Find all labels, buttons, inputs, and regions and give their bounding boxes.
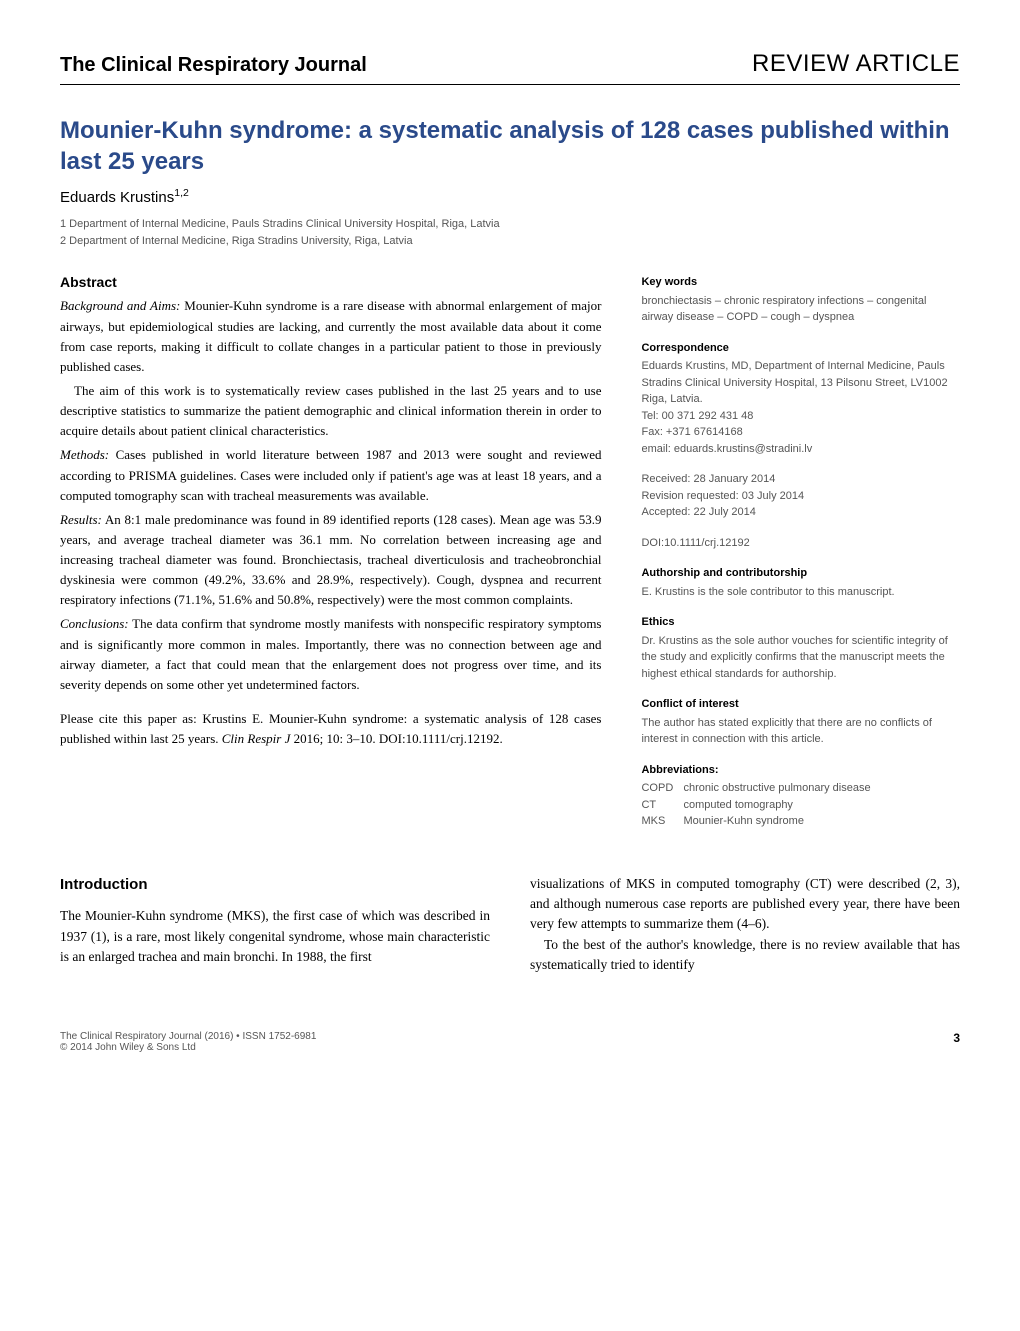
- introduction-heading: Introduction: [60, 874, 490, 897]
- header-bar: The Clinical Respiratory Journal REVIEW …: [60, 50, 960, 85]
- abbrev-value: computed tomography: [683, 797, 792, 814]
- article-title: Mounier-Kuhn syndrome: a systematic anal…: [60, 115, 960, 177]
- introduction-row: Introduction The Mounier-Kuhn syndrome (…: [60, 874, 960, 975]
- doi-block: DOI:10.1111/crj.12192: [641, 535, 960, 552]
- correspondence-tel: Tel: 00 371 292 431 48: [641, 408, 960, 425]
- abstract-column: Abstract Background and Aims: Mounier-Ku…: [60, 274, 601, 844]
- abstract-heading: Abstract: [60, 274, 601, 290]
- background-label: Background and Aims:: [60, 298, 180, 313]
- sidebar: Key words bronchiectasis – chronic respi…: [641, 274, 960, 844]
- abbrev-value: Mounier-Kuhn syndrome: [683, 813, 803, 830]
- page-footer: The Clinical Respiratory Journal (2016) …: [60, 1031, 960, 1053]
- abbrev-key: CT: [641, 797, 675, 814]
- footer-copyright: © 2014 John Wiley & Sons Ltd: [60, 1042, 316, 1053]
- abstract-conclusions: Conclusions: The data confirm that syndr…: [60, 614, 601, 695]
- correspondence-text: Eduards Krustins, MD, Department of Inte…: [641, 358, 960, 408]
- abstract-results: Results: An 8:1 male predominance was fo…: [60, 510, 601, 611]
- correspondence-fax: Fax: +371 67614168: [641, 424, 960, 441]
- abbrev-value: chronic obstructive pulmonary disease: [683, 780, 870, 797]
- intro-right-column: visualizations of MKS in computed tomogr…: [530, 874, 960, 975]
- authorship-text: E. Krustins is the sole contributor to t…: [641, 584, 960, 601]
- coi-text: The author has stated explicitly that th…: [641, 715, 960, 748]
- page-number: 3: [953, 1031, 960, 1053]
- ethics-heading: Ethics: [641, 614, 960, 631]
- intro-left-column: Introduction The Mounier-Kuhn syndrome (…: [60, 874, 490, 975]
- coi-heading: Conflict of interest: [641, 696, 960, 713]
- authorship-heading: Authorship and contributorship: [641, 565, 960, 582]
- intro-right-paragraph-2: To the best of the author's knowledge, t…: [530, 935, 960, 976]
- accepted-date: Accepted: 22 July 2014: [641, 504, 960, 521]
- abstract-sidebar-row: Abstract Background and Aims: Mounier-Ku…: [60, 274, 960, 844]
- abbrev-row-mks: MKS Mounier-Kuhn syndrome: [641, 813, 960, 830]
- intro-right-paragraph-1: visualizations of MKS in computed tomogr…: [530, 874, 960, 935]
- correspondence-email: email: eduards.krustins@stradini.lv: [641, 441, 960, 458]
- conclusions-text: The data confirm that syndrome mostly ma…: [60, 616, 602, 691]
- citation-text: Please cite this paper as: Krustins E. M…: [60, 709, 601, 749]
- revision-date: Revision requested: 03 July 2014: [641, 488, 960, 505]
- citation-journal: Clin Respir J: [222, 731, 291, 746]
- abbreviations-block: Abbreviations: COPD chronic obstructive p…: [641, 762, 960, 830]
- author-superscript: 1,2: [174, 187, 189, 199]
- abbrev-key: MKS: [641, 813, 675, 830]
- doi-text: DOI:10.1111/crj.12192: [641, 535, 960, 552]
- methods-label: Methods:: [60, 447, 109, 462]
- affiliation-1: 1 Department of Internal Medicine, Pauls…: [60, 216, 960, 233]
- keywords-text: bronchiectasis – chronic respiratory inf…: [641, 293, 960, 326]
- abbrev-row-ct: CT computed tomography: [641, 797, 960, 814]
- abstract-body: Background and Aims: Mounier-Kuhn syndro…: [60, 296, 601, 695]
- results-label: Results:: [60, 512, 102, 527]
- authors: Eduards Krustins1,2: [60, 187, 960, 206]
- coi-block: Conflict of interest The author has stat…: [641, 696, 960, 748]
- abbrev-key: COPD: [641, 780, 675, 797]
- dates-block: Received: 28 January 2014 Revision reque…: [641, 471, 960, 521]
- received-date: Received: 28 January 2014: [641, 471, 960, 488]
- ethics-text: Dr. Krustins as the sole author vouches …: [641, 633, 960, 683]
- article-type: REVIEW ARTICLE: [752, 50, 960, 78]
- conclusions-label: Conclusions:: [60, 616, 129, 631]
- correspondence-heading: Correspondence: [641, 340, 960, 357]
- affiliations: 1 Department of Internal Medicine, Pauls…: [60, 216, 960, 249]
- methods-text: Cases published in world literature betw…: [60, 447, 602, 502]
- keywords-block: Key words bronchiectasis – chronic respi…: [641, 274, 960, 326]
- ethics-block: Ethics Dr. Krustins as the sole author v…: [641, 614, 960, 682]
- affiliation-2: 2 Department of Internal Medicine, Riga …: [60, 233, 960, 250]
- journal-name: The Clinical Respiratory Journal: [60, 54, 367, 77]
- citation-suffix: 2016; 10: 3–10. DOI:10.1111/crj.12192.: [290, 731, 502, 746]
- abstract-aim: The aim of this work is to systematicall…: [60, 381, 601, 441]
- author-name: Eduards Krustins: [60, 189, 174, 206]
- abbreviations-heading: Abbreviations:: [641, 762, 960, 779]
- abbrev-row-copd: COPD chronic obstructive pulmonary diseas…: [641, 780, 960, 797]
- correspondence-block: Correspondence Eduards Krustins, MD, Dep…: [641, 340, 960, 458]
- abstract-methods: Methods: Cases published in world litera…: [60, 445, 601, 505]
- footer-journal-issn: The Clinical Respiratory Journal (2016) …: [60, 1031, 316, 1042]
- keywords-heading: Key words: [641, 274, 960, 291]
- intro-left-paragraph: The Mounier-Kuhn syndrome (MKS), the fir…: [60, 906, 490, 967]
- results-text: An 8:1 male predominance was found in 89…: [60, 512, 601, 608]
- authorship-block: Authorship and contributorship E. Krusti…: [641, 565, 960, 600]
- footer-left: The Clinical Respiratory Journal (2016) …: [60, 1031, 316, 1053]
- abstract-background: Background and Aims: Mounier-Kuhn syndro…: [60, 296, 601, 377]
